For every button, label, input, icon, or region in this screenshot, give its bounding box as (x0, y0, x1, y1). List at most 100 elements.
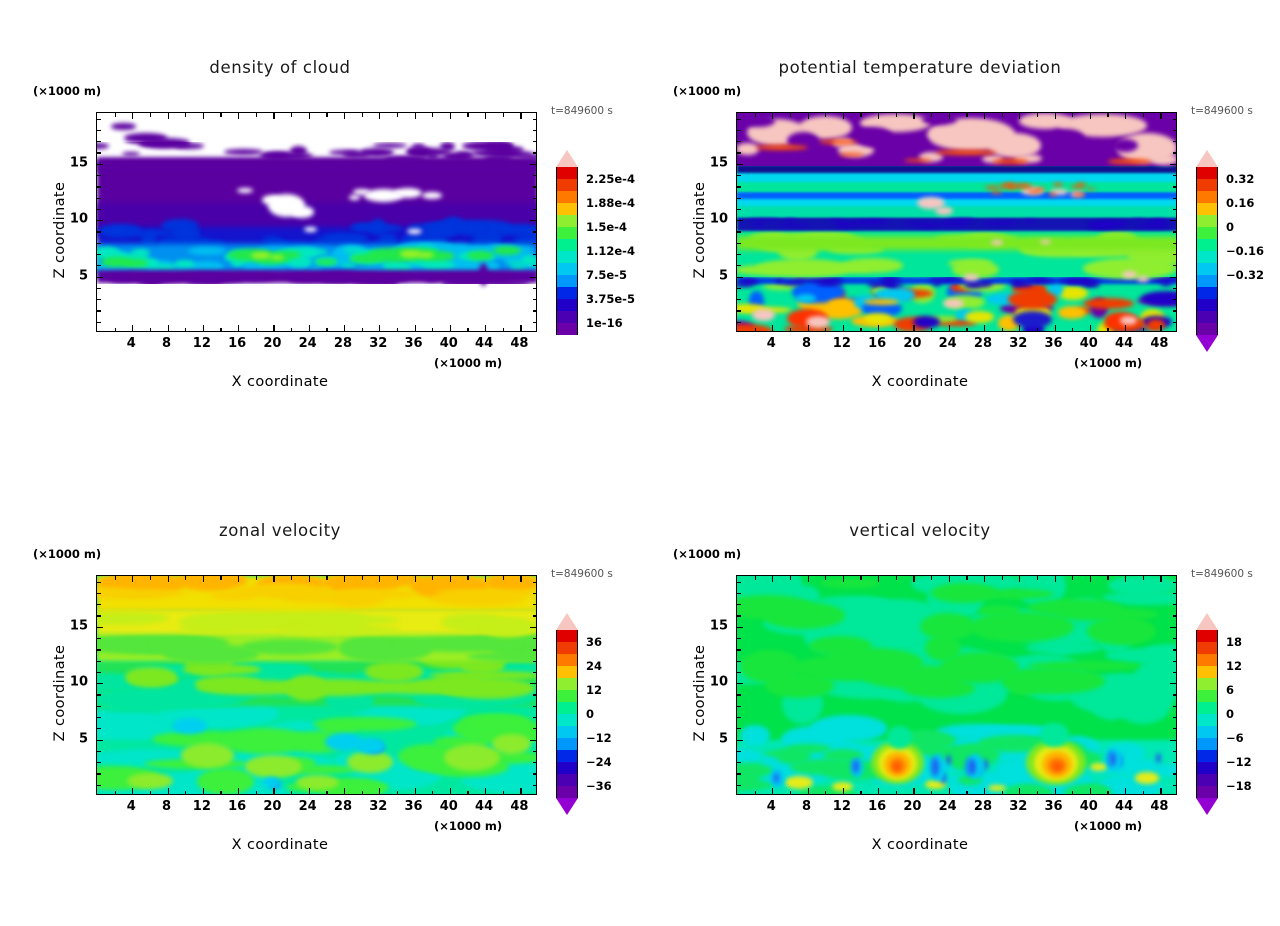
y-minor-tick (532, 242, 536, 244)
x-tick (485, 113, 487, 119)
y-minor-tick (97, 604, 101, 606)
y-minor-tick (737, 310, 741, 312)
theta-eddy (1057, 285, 1088, 301)
colorbar-tick-label: 1.88e-4 (586, 196, 635, 210)
colorbar-segment (556, 167, 578, 179)
y-minor-tick (1172, 141, 1176, 143)
x-tick (520, 576, 522, 582)
x-minor-tick (931, 113, 933, 117)
clear-sky-top (97, 113, 536, 143)
theta-eddy (863, 298, 899, 305)
theta-warm-patch (1013, 153, 1043, 163)
x-tick (414, 788, 416, 794)
theta-shear-tooth (878, 279, 898, 284)
y-axis-unit: (×1000 m) (33, 547, 102, 561)
x-tick (1125, 325, 1127, 331)
cloud-green-cell (100, 256, 133, 267)
x-minor-tick (895, 790, 897, 794)
theta-eddy-core (1058, 306, 1087, 319)
x-minor-tick (467, 327, 469, 331)
y-minor-tick (1172, 265, 1176, 267)
x-tick-label: 48 (510, 799, 529, 814)
x-tick (238, 576, 240, 582)
cloud-blue-cell (407, 223, 425, 232)
zonal-mid-lime (428, 670, 536, 681)
cloud-clear-hole (261, 194, 282, 205)
vertical-downdraft-core (967, 758, 976, 775)
theta-dark-tooth (775, 223, 811, 228)
y-minor-tick (1172, 649, 1176, 651)
x-minor-tick (149, 327, 152, 331)
vertical-lower-cyan (973, 724, 1057, 738)
x-tick-label: 28 (973, 336, 992, 351)
x-minor-tick (825, 576, 827, 580)
x-minor-tick (432, 576, 434, 580)
x-axis-title: X coordinate (871, 837, 969, 853)
colorbar-tick-label: −18 (1226, 779, 1252, 793)
x-tick (520, 325, 522, 331)
panel-density-of-cloud: density of cloud (×1000 m) t=849600 s (×… (0, 0, 640, 463)
cloud-wisp (411, 143, 426, 150)
vertical-plume-a-peak (892, 762, 901, 771)
x-axis-title: X coordinate (231, 374, 329, 390)
colorbar-segment (1196, 167, 1218, 179)
x-tick-label: 36 (404, 336, 423, 351)
y-minor-tick (1172, 254, 1176, 256)
x-minor-tick (502, 327, 504, 331)
x-tick (772, 113, 774, 119)
x-minor-tick (149, 113, 152, 117)
colorbar-tick-label: 1.12e-4 (586, 244, 635, 258)
zonal-upper-green (148, 640, 203, 652)
theta-eddy (875, 287, 915, 303)
cloud-blue-cell (473, 230, 503, 243)
colorbar-segment (556, 179, 578, 191)
colorbar-segment (1196, 227, 1218, 239)
theta-cool-patch (922, 114, 958, 126)
colorbar-segment (556, 750, 578, 762)
cloud-wisp (262, 152, 290, 160)
theta-dark-tooth (829, 218, 843, 223)
zonal-mid-lime (441, 677, 535, 699)
theta-rim (819, 140, 858, 145)
theta-dark-tooth (944, 216, 976, 221)
y-minor-tick (532, 615, 536, 617)
x-minor-tick (1036, 327, 1039, 331)
y-minor-tick (532, 152, 536, 154)
cloud-wisp (359, 147, 394, 157)
x-tick (273, 788, 275, 794)
theta-dark-tooth (857, 220, 875, 225)
x-minor-tick (114, 576, 116, 580)
theta-dark-tooth (1144, 220, 1170, 225)
theta-cyan-band2 (737, 194, 1176, 206)
vertical-upper-green (931, 583, 999, 603)
x-tick (1054, 325, 1056, 331)
x-minor-tick (361, 113, 363, 117)
x-minor-tick (1107, 113, 1109, 117)
x-minor-tick (326, 576, 328, 580)
y-minor-tick (532, 604, 536, 606)
x-tick-label: 28 (333, 336, 352, 351)
x-minor-tick (754, 790, 756, 794)
y-minor-tick (1172, 581, 1176, 583)
y-minor-tick (97, 671, 101, 674)
cloud-core-cyan (255, 246, 294, 253)
colorbar-segment (1196, 630, 1218, 642)
x-tick (1089, 113, 1091, 119)
colorbar-top-cap (556, 613, 578, 630)
x-minor-tick (185, 327, 187, 331)
cloud-core-teal (283, 247, 319, 258)
y-minor-tick (737, 671, 741, 674)
theta-eddy-core (913, 315, 940, 328)
cloud-blue-cell (129, 230, 180, 237)
x-minor-tick (931, 327, 933, 331)
vertical-lower-cyan (810, 715, 887, 742)
colorbar-segment (1196, 239, 1218, 251)
colorbar-segment (1196, 215, 1218, 227)
colorbar-segment (1196, 642, 1218, 654)
theta-dark-tooth (784, 217, 796, 221)
y-minor-tick (97, 129, 101, 132)
x-tick (449, 788, 451, 794)
y-minor-tick (737, 581, 741, 583)
y-tick (1170, 739, 1176, 741)
theta-eddy-core (751, 309, 775, 321)
